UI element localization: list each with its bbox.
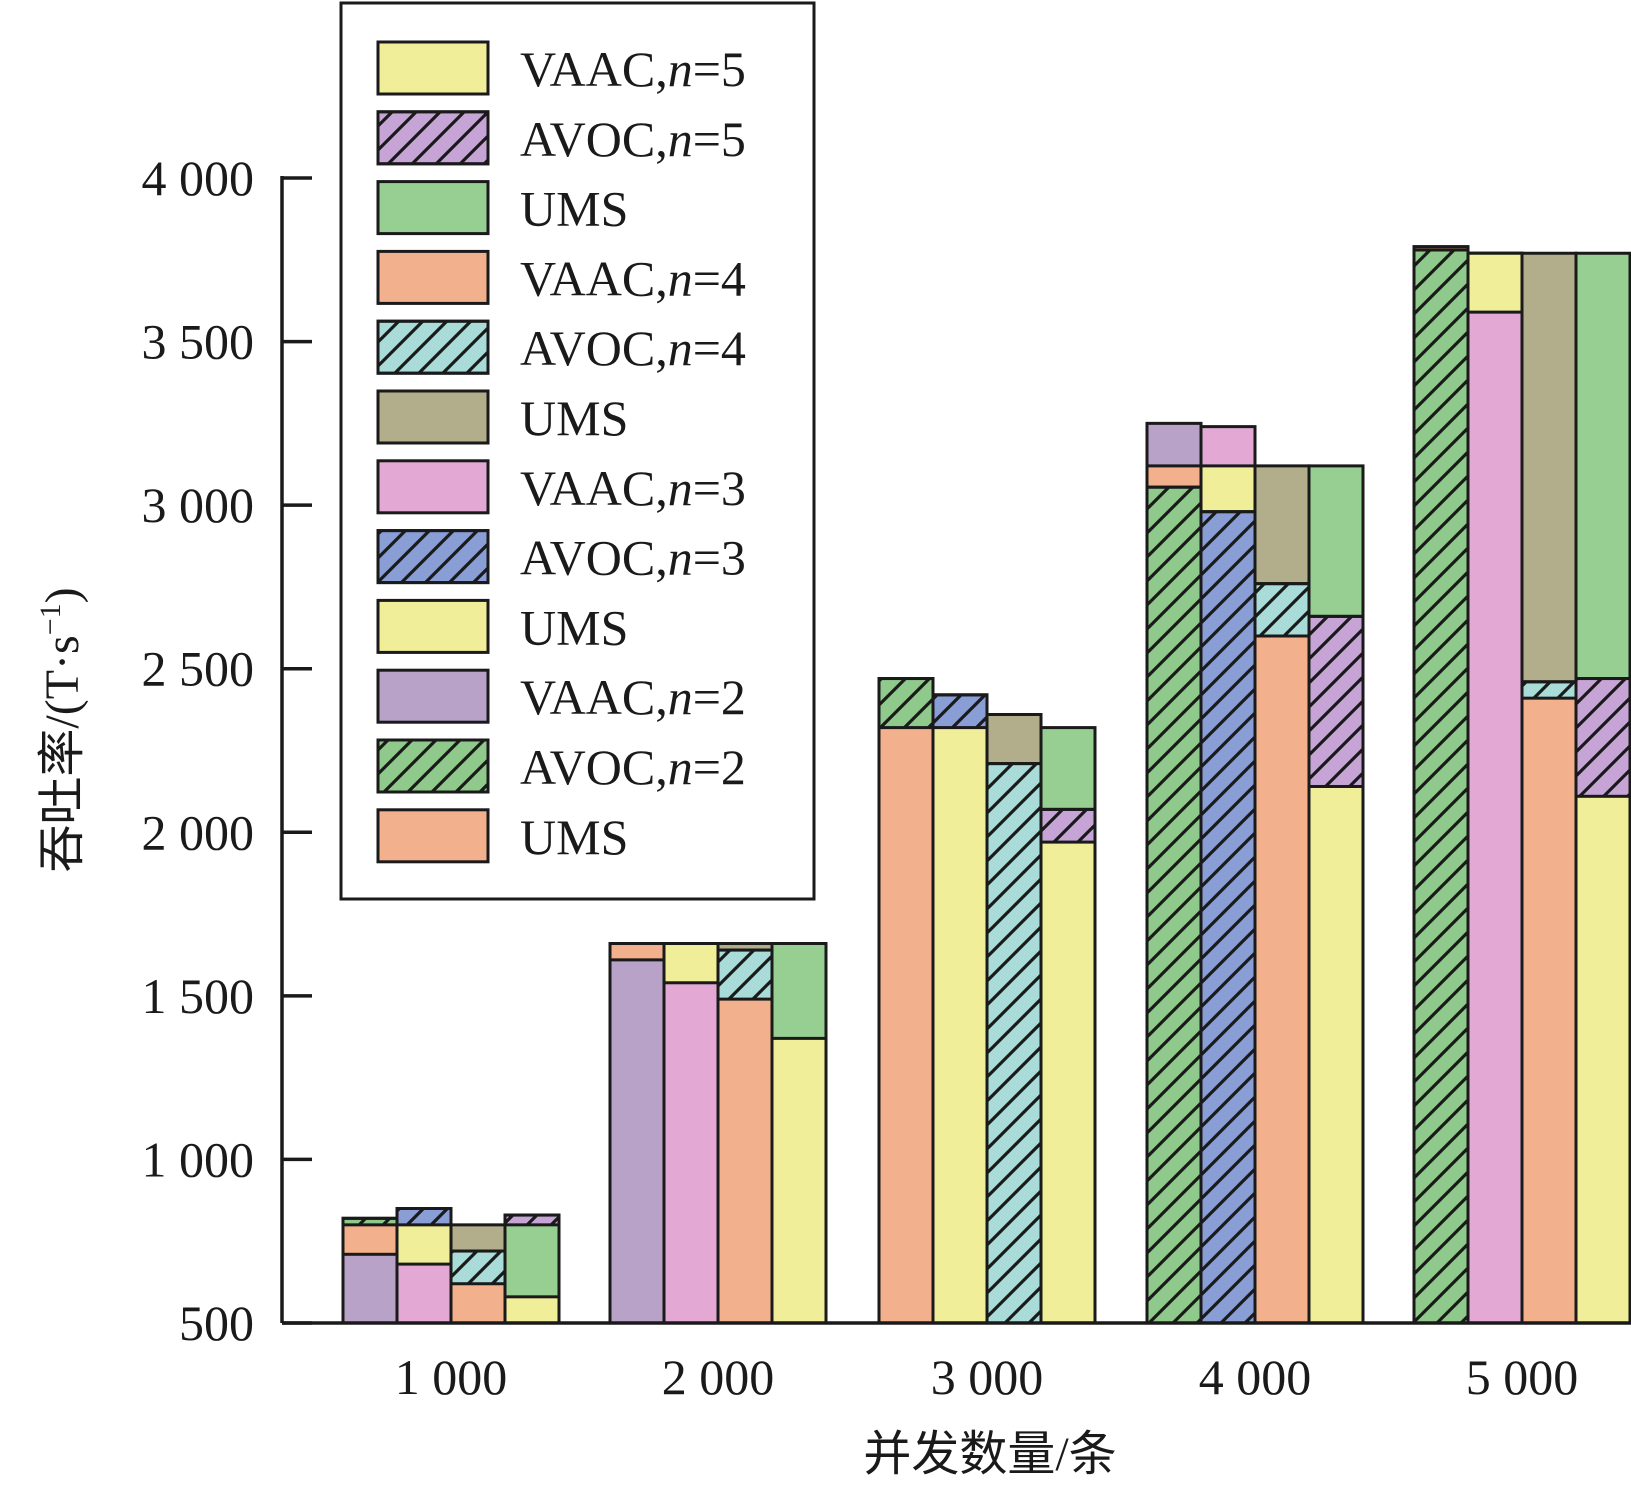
legend-swatch-4-hatch: [378, 321, 488, 373]
legend-swatch-5: [378, 391, 488, 443]
legend-swatch-11: [378, 810, 488, 862]
legend-label-3: VAAC,n=4: [520, 250, 746, 306]
x-tick-label-0: 1 000: [395, 1349, 508, 1405]
bar-ums-n-3--2: [933, 728, 987, 1323]
bar-vaac-n-4-4: [1522, 698, 1576, 1323]
y-tick-label-1000: 1 000: [142, 1131, 255, 1187]
legend-swatch-0: [378, 42, 488, 94]
y-tick-label-4000: 4 000: [142, 150, 255, 206]
bar-avoc-n-3-3-hatch: [1201, 512, 1255, 1323]
legend-swatch-1-hatch: [378, 112, 488, 164]
bar-vaac-n-3-0: [397, 1264, 451, 1323]
bar-ums-n-2--2: [879, 728, 933, 1323]
legend-label-8: UMS: [520, 599, 628, 655]
legend-swatch-3: [378, 251, 488, 303]
bar-vaac-n-3-4: [1468, 312, 1522, 1323]
legend-label-11: UMS: [520, 809, 628, 865]
bar-vaac-n-5-4: [1576, 796, 1630, 1323]
bar-vaac-n-5-2: [1041, 842, 1095, 1323]
legend-label-0: VAAC,n=5: [520, 41, 746, 97]
x-tick-label-3: 4 000: [1199, 1349, 1312, 1405]
bar-avoc-n-4-2-hatch: [987, 764, 1041, 1323]
x-tick-label-2: 3 000: [931, 1349, 1044, 1405]
legend-swatch-10-hatch: [378, 740, 488, 792]
bar-vaac-n-2-0: [343, 1254, 397, 1323]
legend-swatch-2: [378, 182, 488, 234]
y-tick-label-500: 500: [179, 1295, 254, 1351]
y-axis-title-superscript: −1: [34, 603, 67, 635]
legend-label-1: AVOC,n=5: [520, 111, 746, 167]
legend-label-9: VAAC,n=2: [520, 669, 746, 725]
bar-avoc-n-2-4-hatch: [1414, 250, 1468, 1323]
legend-swatch-7-hatch: [378, 531, 488, 583]
legend-swatch-6: [378, 461, 488, 513]
bar-vaac-n-4-0: [451, 1284, 505, 1323]
y-tick-label-1500: 1 500: [142, 968, 255, 1024]
legend-label-10: AVOC,n=2: [520, 739, 746, 795]
bar-vaac-n-4-3: [1255, 636, 1309, 1323]
x-tick-label-4: 5 000: [1466, 1349, 1579, 1405]
bar-vaac-n-2-1: [610, 960, 664, 1323]
bar-vaac-n-5-3: [1309, 786, 1363, 1323]
y-tick-label-3500: 3 500: [142, 314, 255, 370]
legend-label-7: AVOC,n=3: [520, 530, 746, 586]
bar-vaac-n-4-1: [718, 999, 772, 1323]
y-axis-title-main: 吞吐率/(T·s: [36, 635, 89, 872]
y-tick-label-2500: 2 500: [142, 641, 255, 697]
bar-vaac-n-5-0: [505, 1297, 559, 1323]
y-axis-title-close: ): [36, 587, 89, 603]
y-tick-label-2000: 2 000: [142, 804, 255, 860]
bar-vaac-n-3-1: [664, 983, 718, 1323]
legend-label-6: VAAC,n=3: [520, 460, 746, 516]
bar-vaac-n-5-1: [772, 1038, 826, 1323]
y-axis-title: 吞吐率/(T·s−1): [34, 587, 89, 872]
bar-avoc-n-2-3-hatch: [1147, 487, 1201, 1323]
legend-label-5: UMS: [520, 390, 628, 446]
legend-label-4: AVOC,n=4: [520, 320, 746, 376]
legend-label-2: UMS: [520, 181, 628, 237]
y-tick-label-3000: 3 000: [142, 477, 255, 533]
x-tick-label-1: 2 000: [662, 1349, 775, 1405]
legend-swatch-9: [378, 670, 488, 722]
legend: VAAC,n=5 AVOC,n=5 UMS VAAC,n=4 AVOC,n=4 UMS VA…: [341, 3, 814, 899]
x-axis-title: 并发数量/条: [863, 1428, 1116, 1481]
legend-swatch-8: [378, 600, 488, 652]
